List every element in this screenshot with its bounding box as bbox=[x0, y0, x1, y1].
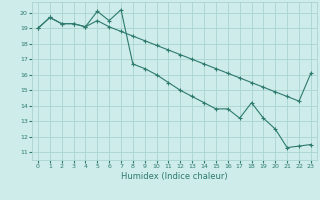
X-axis label: Humidex (Indice chaleur): Humidex (Indice chaleur) bbox=[121, 172, 228, 181]
